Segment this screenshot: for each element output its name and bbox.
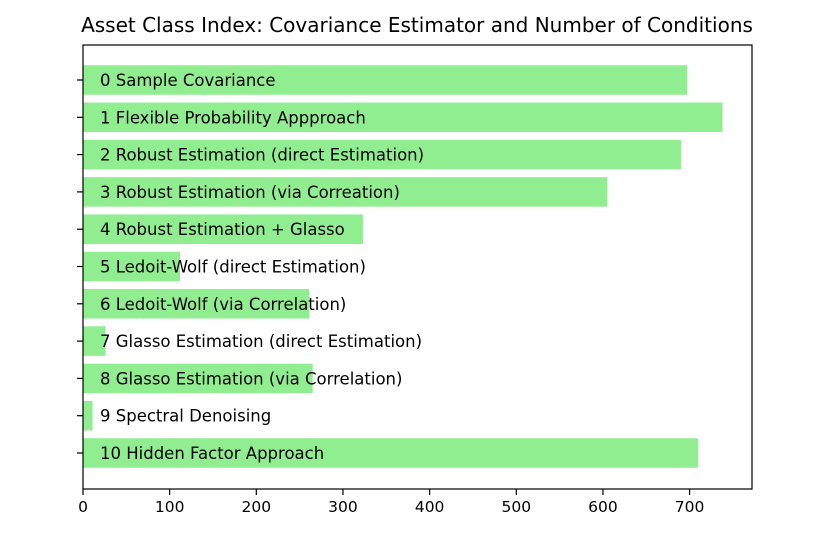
bar-label-5: 5 Ledoit-Wolf (direct Estimation) bbox=[100, 258, 366, 277]
bar-label-1: 1 Flexible Probability Appproach bbox=[100, 108, 366, 127]
x-tick-label-1: 100 bbox=[155, 498, 185, 516]
bar-label-9: 9 Spectral Denoising bbox=[100, 407, 271, 426]
x-tick-label-6: 600 bbox=[588, 498, 618, 516]
x-tick-label-3: 300 bbox=[328, 498, 358, 516]
bars-group: 0 Sample Covariance 1 Flexible Probabilit… bbox=[83, 65, 723, 468]
bar-label-6: 6 Ledoit-Wolf (via Correlation) bbox=[100, 295, 346, 314]
x-tick-label-2: 200 bbox=[242, 498, 272, 516]
bar-label-2: 2 Robust Estimation (direct Estimation) bbox=[100, 146, 424, 165]
axis-ticks: 0 100 200 300 400 500 600 700 bbox=[77, 79, 705, 516]
bar-0 bbox=[83, 65, 688, 95]
bar-label-7: 7 Glasso Estimation (direct Estimation) bbox=[100, 332, 422, 351]
bar-label-10: 10 Hidden Factor Approach bbox=[100, 444, 324, 463]
bar-label-0: 0 Sample Covariance bbox=[100, 71, 276, 90]
bar-4 bbox=[83, 214, 363, 244]
bar-7 bbox=[83, 326, 106, 356]
bar-label-8: 8 Glasso Estimation (via Correlation) bbox=[100, 369, 402, 388]
bar-8 bbox=[83, 363, 313, 394]
bar-6 bbox=[83, 289, 310, 319]
bar-10 bbox=[83, 438, 699, 468]
bar-3 bbox=[83, 177, 608, 207]
bar-9 bbox=[83, 400, 93, 431]
bar-1 bbox=[83, 102, 723, 133]
plot-frame bbox=[82, 44, 753, 490]
bar-5 bbox=[83, 251, 181, 282]
bar-label-3: 3 Robust Estimation (via Correation) bbox=[100, 183, 400, 202]
bar-2 bbox=[83, 139, 681, 170]
chart-title: Asset Class Index: Covariance Estimator … bbox=[81, 13, 753, 37]
bar-label-4: 4 Robust Estimation + Glasso bbox=[100, 220, 345, 239]
x-tick-label-4: 400 bbox=[415, 498, 445, 516]
x-tick-label-0: 0 bbox=[78, 498, 88, 516]
x-tick-label-5: 500 bbox=[501, 498, 531, 516]
x-tick-label-7: 700 bbox=[675, 498, 705, 516]
